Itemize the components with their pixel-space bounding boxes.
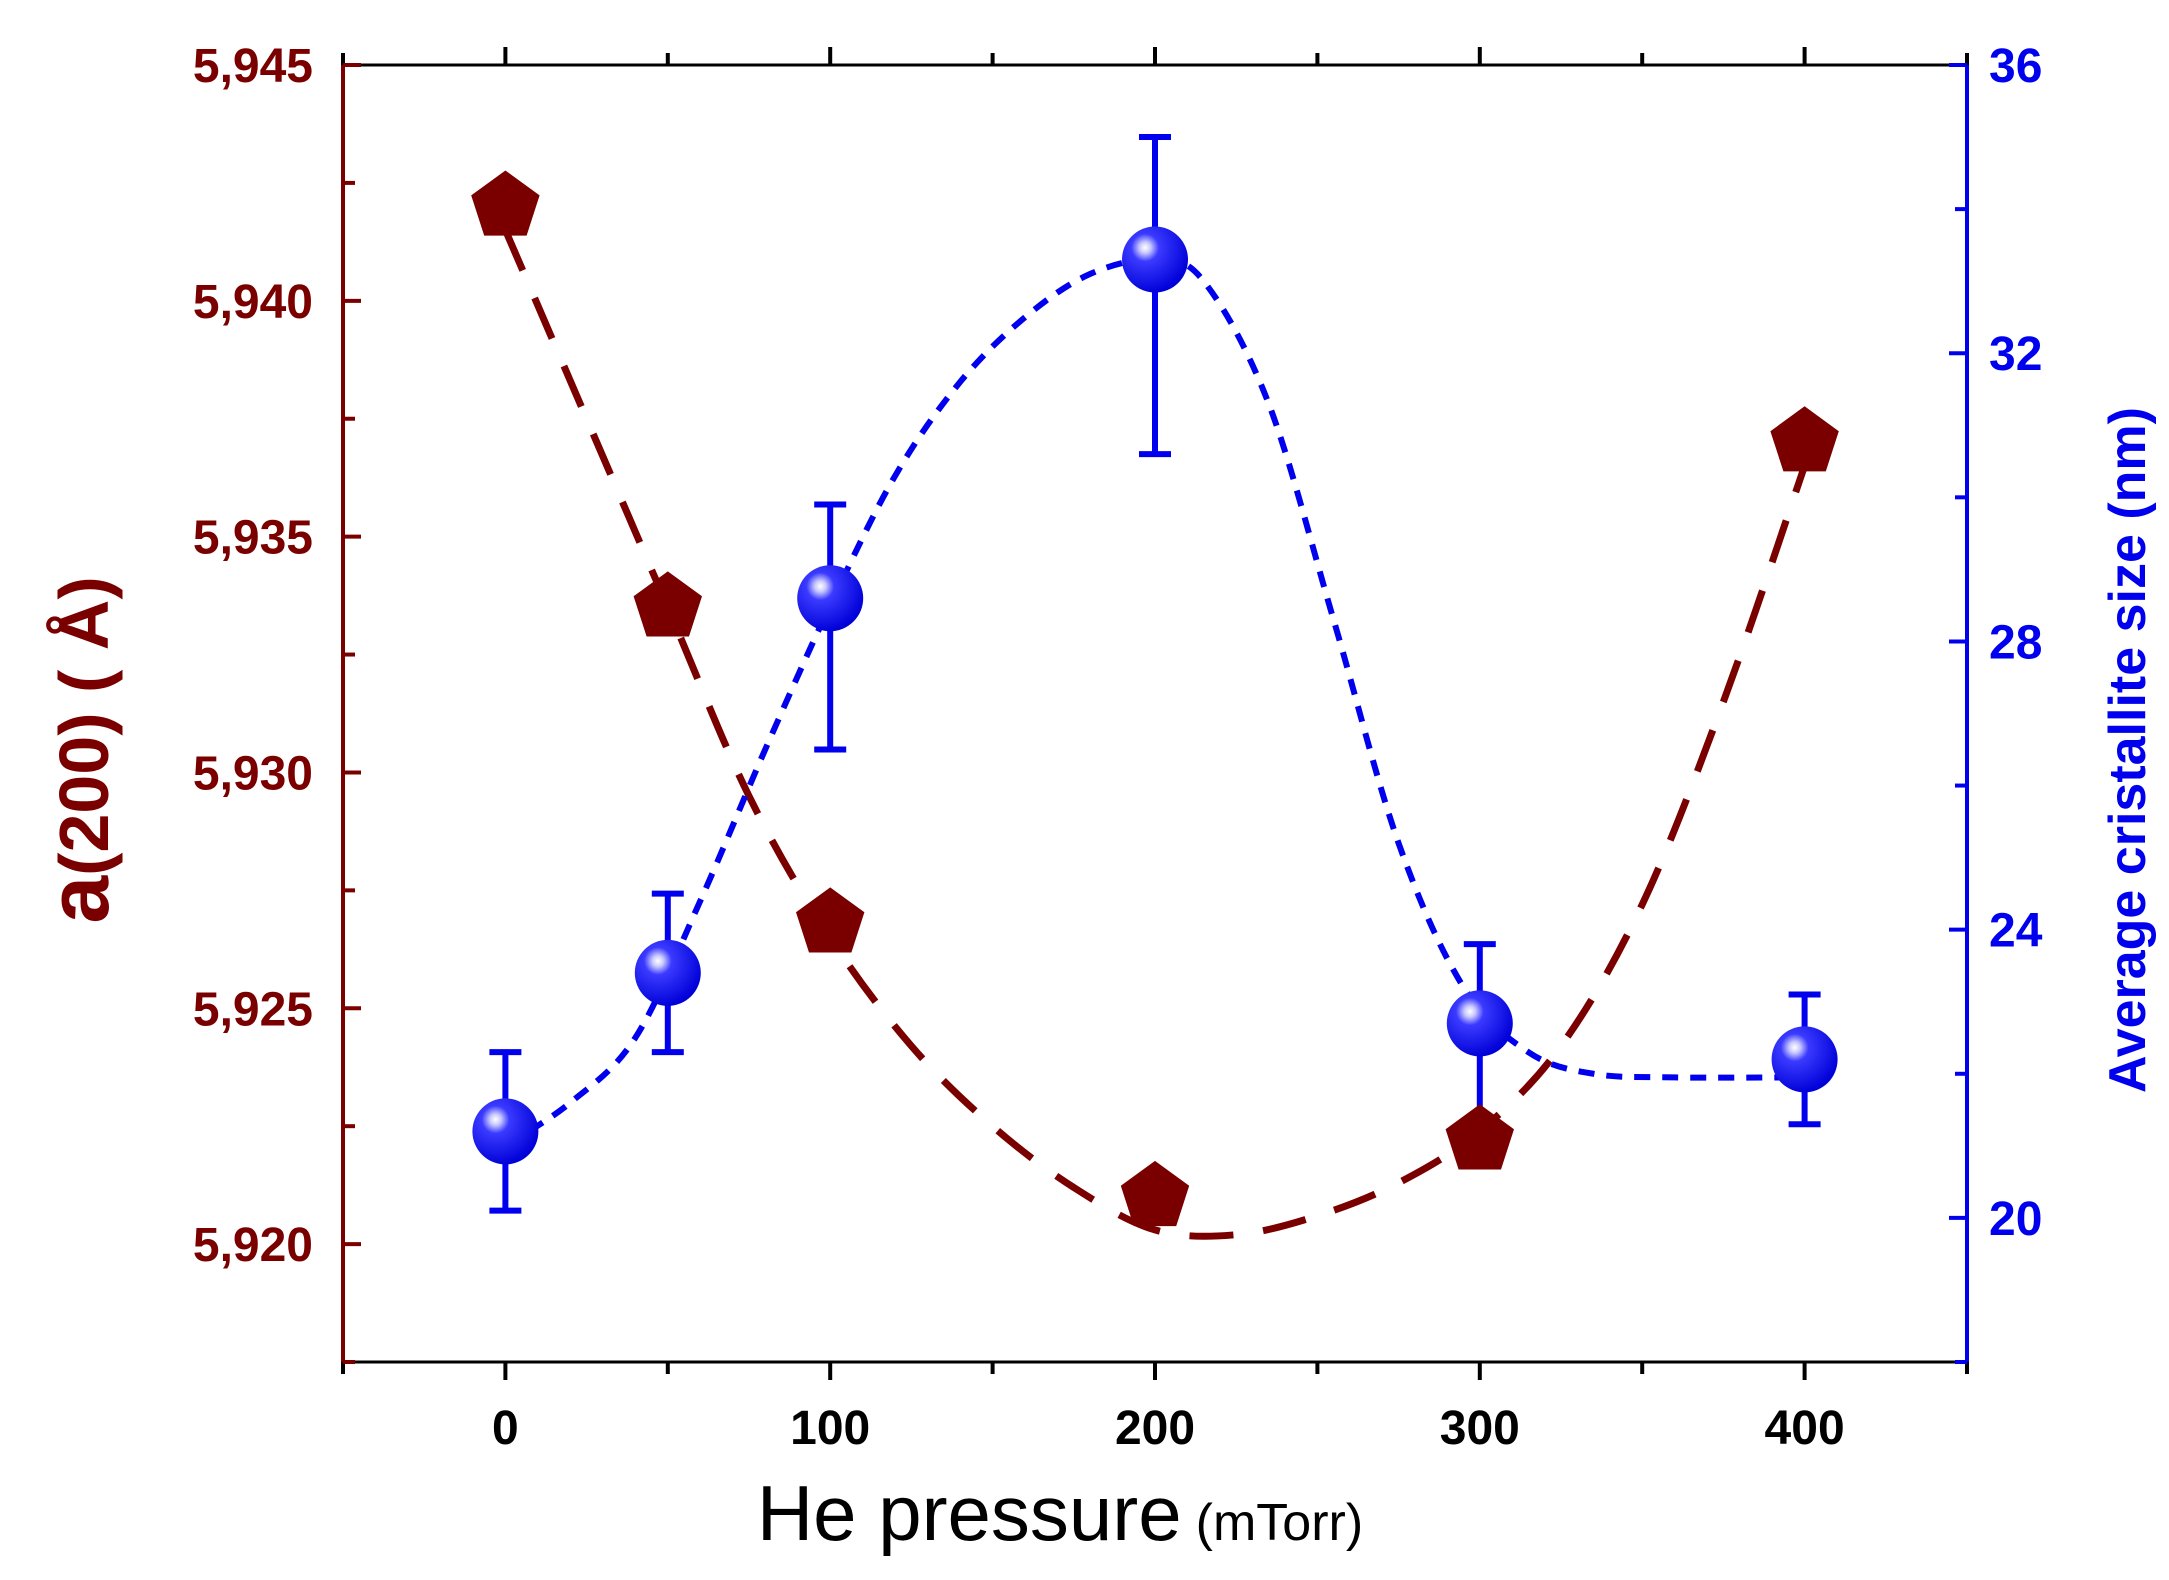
axis-ticks <box>341 47 1969 1380</box>
a200-point-0 <box>471 170 540 236</box>
x-tick-label-0: 0 <box>492 1402 519 1455</box>
data-markers <box>471 170 1839 1227</box>
right-y-tick-labels: 20 24 28 32 36 <box>1989 40 2043 1246</box>
left-y-axis-title-rest: (200) ( Å) <box>45 576 123 875</box>
right-y-tick-label-20: 20 <box>1989 1193 2042 1246</box>
x-tick-label-100: 100 <box>790 1402 870 1455</box>
x-tick-labels: 0 100 200 300 400 <box>492 1402 1845 1455</box>
x-axis-title: He pressure (mTorr) <box>757 1469 1363 1557</box>
error-bar-200 <box>1139 134 1171 458</box>
cristallite-point-200 <box>1122 226 1188 293</box>
x-tick-label-400: 400 <box>1765 1402 1845 1455</box>
right-y-tick-label-24: 24 <box>1989 905 2043 958</box>
x-tick-label-300: 300 <box>1440 1402 1520 1455</box>
left-y-tick-label-2: 5,930 <box>193 747 313 800</box>
left-y-tick-label-3: 5,935 <box>193 512 313 565</box>
right-y-axis-title: Average cristallite size (nm) <box>2099 407 2157 1093</box>
left-y-axis-title: a(200) ( Å) <box>31 576 127 923</box>
right-y-tick-label-32: 32 <box>1989 328 2042 381</box>
right-y-tick-label-28: 28 <box>1989 616 2042 669</box>
left-y-axis-title-a: a <box>31 875 127 924</box>
cristallite-point-400 <box>1771 1026 1838 1093</box>
left-y-tick-label-0: 5,920 <box>193 1219 313 1272</box>
cristallite-point-0 <box>472 1098 539 1165</box>
cristallite-point-300 <box>1446 990 1513 1057</box>
cristallite-point-50 <box>634 939 701 1006</box>
a200-point-100 <box>796 887 865 953</box>
x-tick-label-200: 200 <box>1115 1402 1195 1455</box>
error-bars <box>489 134 1821 1214</box>
right-y-tick-label-36: 36 <box>1989 40 2042 93</box>
a200-point-200 <box>1120 1160 1190 1227</box>
left-y-tick-label-4: 5,940 <box>193 276 313 329</box>
cristallite-point-100 <box>797 565 864 632</box>
tick-labels: 0 100 200 300 400 5,9205,9255,9305,9355,9405… <box>193 40 2043 1455</box>
left-y-tick-label-1: 5,925 <box>193 983 313 1036</box>
left-y-tick-label-5: 5,945 <box>193 40 313 93</box>
a200-point-400 <box>1770 406 1839 472</box>
a200-point-50 <box>633 571 702 637</box>
left-y-tick-labels: 5,920 5,925 5,930 5,935 5,940 5,945 <box>193 40 313 1272</box>
x-axis-title-unit: (mTorr) <box>1196 1494 1364 1552</box>
a200-point-300 <box>1445 1104 1514 1170</box>
x-axis-title-main: He pressure <box>757 1469 1182 1557</box>
